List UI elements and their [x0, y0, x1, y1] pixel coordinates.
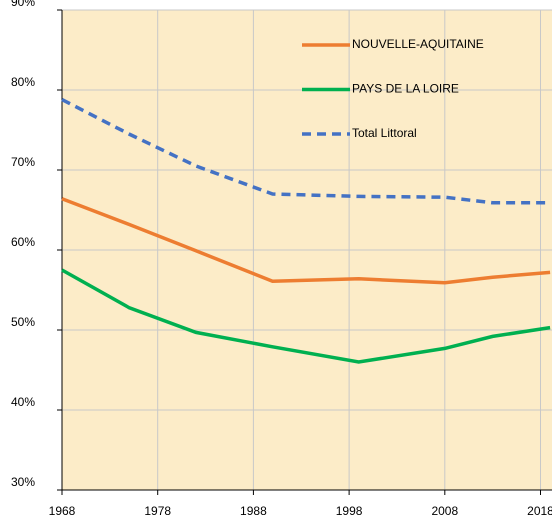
legend-label: PAYS DE LA LOIRE: [352, 82, 459, 96]
x-tick-label: 2018: [527, 504, 552, 518]
series-line: [61, 197, 551, 285]
series-line: [61, 268, 551, 364]
x-tick-label: 1968: [49, 504, 76, 518]
y-tick-label: 80%: [11, 75, 35, 89]
y-tick-label: 50%: [11, 315, 35, 329]
x-tick-label: 1978: [144, 504, 171, 518]
y-tick-label: 60%: [11, 235, 35, 249]
legend-label: NOUVELLE-AQUITAINE: [352, 37, 484, 51]
x-tick-label: 1998: [336, 504, 363, 518]
y-tick-label: 90%: [11, 0, 35, 9]
y-tick-label: 30%: [11, 475, 35, 489]
y-tick-label: 70%: [11, 155, 35, 169]
x-tick-label: 1988: [240, 504, 267, 518]
x-tick-label: 2008: [431, 504, 458, 518]
legend-label: Total Littoral: [352, 126, 417, 140]
y-tick-label: 40%: [11, 395, 35, 409]
series-line: [61, 98, 551, 205]
